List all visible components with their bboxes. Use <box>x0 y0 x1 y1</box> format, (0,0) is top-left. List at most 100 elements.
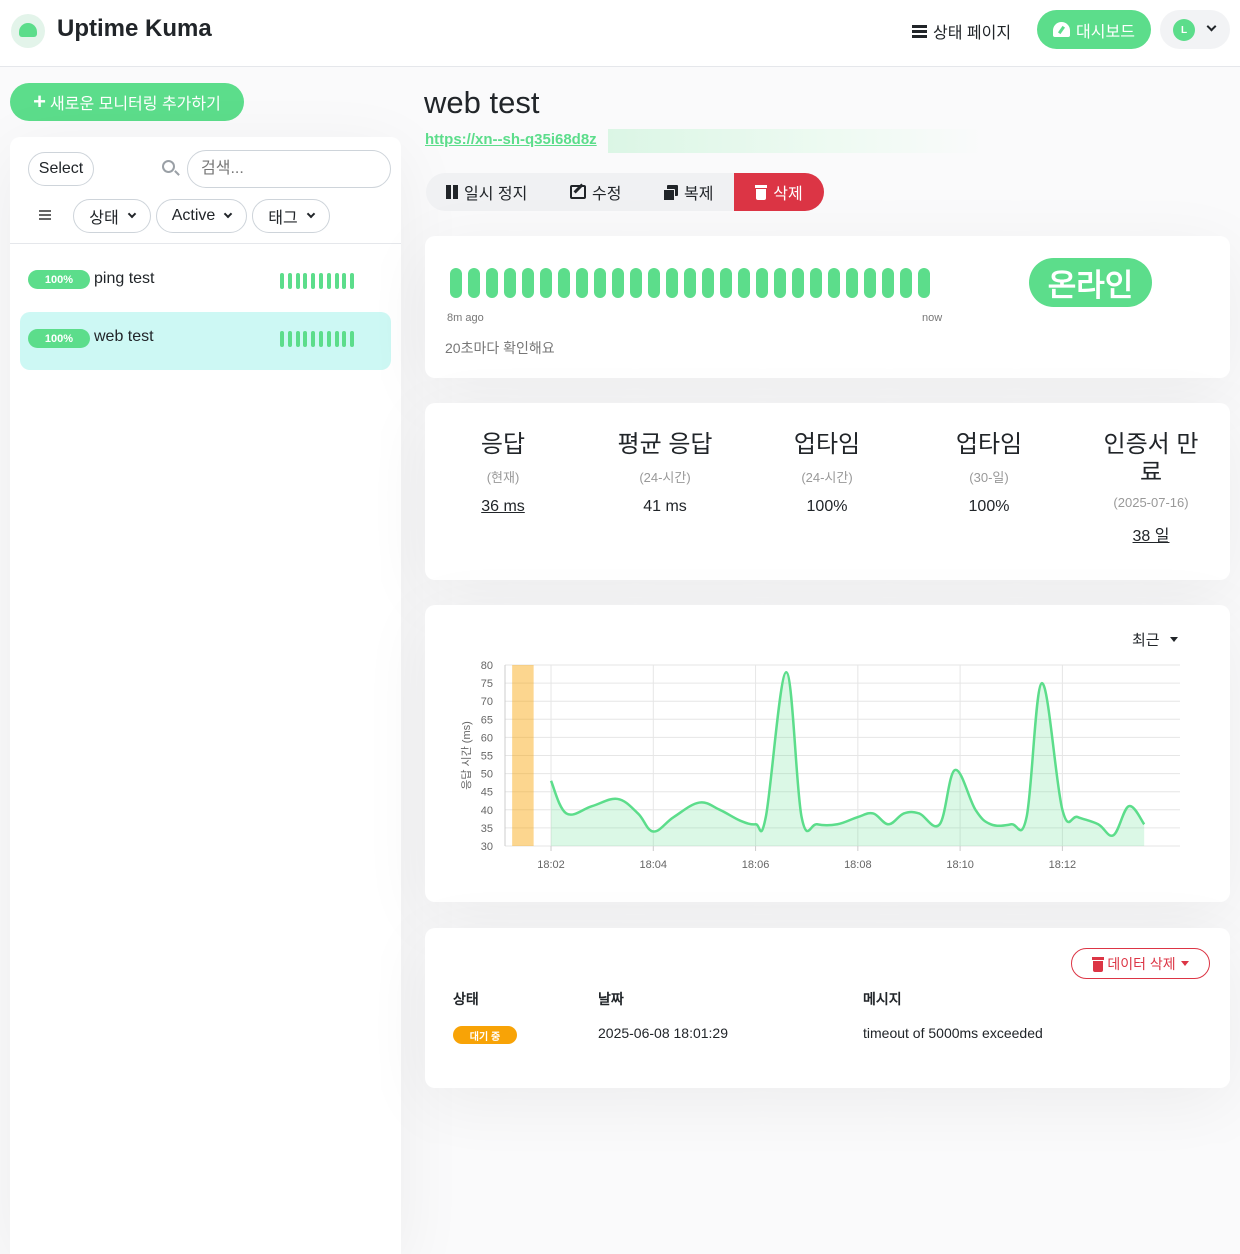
brand-name[interactable]: Uptime Kuma <box>57 15 212 42</box>
stat-value: 100% <box>806 498 848 515</box>
uptime-badge: 100% <box>28 270 90 289</box>
heartbeat-beat[interactable] <box>756 268 768 298</box>
heartbeat-card: 8m ago now 20초마다 확인해요 온라인 <box>425 236 1230 378</box>
delete-data-button[interactable]: 데이터 삭제 <box>1071 948 1210 979</box>
x-tick-label: 18:08 <box>844 859 872 871</box>
search-icon <box>162 160 175 173</box>
x-tick-label: 18:02 <box>537 859 565 871</box>
chevron-down-icon <box>1206 21 1217 32</box>
response-time-line <box>549 670 1146 837</box>
uptime-kuma-logo-icon[interactable] <box>11 14 45 48</box>
add-monitor-label: 새로운 모니터링 추가하기 <box>50 96 221 113</box>
y-tick-label: 75 <box>481 678 493 690</box>
heartbeat-tick <box>287 331 292 347</box>
page-title: web test <box>424 85 540 120</box>
heartbeat-beat[interactable] <box>576 268 588 298</box>
events-card: 데이터 삭제 상태 날짜 메시지 대기 중 2025-06-08 18:01:2… <box>425 928 1230 1088</box>
heartbeat-beat[interactable] <box>612 268 624 298</box>
delete-button[interactable]: 삭제 <box>734 173 824 211</box>
url-highlight <box>608 129 984 153</box>
y-tick-label: 55 <box>481 751 493 763</box>
filter-list-icon[interactable] <box>39 210 51 220</box>
plus-icon: + <box>33 89 47 114</box>
select-button[interactable]: Select <box>28 152 94 186</box>
heartbeat-beat[interactable] <box>504 268 516 298</box>
heartbeat-beat[interactable] <box>828 268 840 298</box>
stat-value-link[interactable]: 36 ms <box>481 498 525 515</box>
event-status-badge: 대기 중 <box>453 1026 517 1044</box>
pause-icon <box>446 185 458 199</box>
dashboard-button[interactable]: 대시보드 <box>1037 10 1151 49</box>
stat-title: 업타임 <box>955 431 1023 458</box>
heartbeat-tick <box>350 331 355 347</box>
heartbeat-beat[interactable] <box>918 268 930 298</box>
heartbeat-beat[interactable] <box>684 268 696 298</box>
heartbeat-tick <box>295 331 300 347</box>
heartbeat-beat[interactable] <box>486 268 498 298</box>
x-tick-label: 18:04 <box>640 859 668 871</box>
stat-title: 평균 응답 <box>617 431 713 458</box>
heartbeat-beat[interactable] <box>630 268 642 298</box>
clone-button[interactable]: 복제 <box>663 173 713 211</box>
heartbeat-tick <box>287 273 292 289</box>
filter-status-dropdown[interactable]: 상태 <box>73 199 151 233</box>
heartbeat-beat[interactable] <box>522 268 534 298</box>
monitor-url-link[interactable]: https://xn--sh-q35i68d8z <box>425 131 597 148</box>
monitor-list-item[interactable]: 100% ping test <box>20 254 391 312</box>
heartbeat-tick <box>342 273 347 289</box>
stat-value: 100% <box>968 498 1010 515</box>
delete-label: 삭제 <box>773 186 803 203</box>
filter-active-dropdown[interactable]: Active <box>156 199 247 233</box>
search-input[interactable] <box>187 150 391 188</box>
stat-avg-response: 평균 응답 (24-시간) 41 ms <box>590 431 740 516</box>
heartbeat-beat[interactable] <box>774 268 786 298</box>
chart-range-dropdown[interactable]: 최근 <box>1132 629 1178 650</box>
heartbeat-beat[interactable] <box>882 268 894 298</box>
status-page-label: 상태 페이지 <box>933 25 1012 42</box>
caret-down-icon <box>1180 961 1189 966</box>
y-tick-label: 35 <box>481 823 493 835</box>
status-page-link[interactable]: 상태 페이지 <box>912 19 1011 43</box>
mini-heartbeat-bar <box>280 331 355 347</box>
heartbeat-beat[interactable] <box>738 268 750 298</box>
stat-value-link[interactable]: 38 일 <box>1132 528 1170 545</box>
heartbeat-tick <box>295 273 300 289</box>
heartbeat-beat[interactable] <box>540 268 552 298</box>
heartbeat-beat[interactable] <box>666 268 678 298</box>
heartbeat-beat[interactable] <box>648 268 660 298</box>
edit-button[interactable]: 수정 <box>570 173 621 211</box>
heartbeat-beat[interactable] <box>468 268 480 298</box>
heartbeat-beat[interactable] <box>702 268 714 298</box>
chart-range-label: 최근 <box>1132 632 1160 649</box>
heartbeat-beat[interactable] <box>558 268 570 298</box>
heartbeat-beat[interactable] <box>594 268 606 298</box>
heartbeat-beat[interactable] <box>720 268 732 298</box>
heartbeat-beat[interactable] <box>792 268 804 298</box>
stat-uptime-30d: 업타임 (30-일) 100% <box>914 431 1064 516</box>
top-header: Uptime Kuma 상태 페이지 대시보드 L <box>0 0 1240 67</box>
monitor-list-item[interactable]: 100% web test <box>20 312 391 370</box>
profile-dropdown[interactable]: L <box>1160 10 1230 49</box>
heartbeat-tick <box>280 331 284 347</box>
stat-value: 41 ms <box>643 498 687 515</box>
heartbeat-beat[interactable] <box>450 268 462 298</box>
filter-tag-dropdown[interactable]: 태그 <box>252 199 330 233</box>
heartbeat-beat[interactable] <box>846 268 858 298</box>
delete-data-label: 데이터 삭제 <box>1107 955 1176 972</box>
x-tick-label: 18:06 <box>742 859 770 871</box>
heartbeat-beat[interactable] <box>900 268 912 298</box>
clone-icon <box>663 184 678 201</box>
mini-heartbeat-bar <box>280 273 355 289</box>
add-monitor-button[interactable]: + 새로운 모니터링 추가하기 <box>10 83 244 121</box>
chevron-down-icon <box>127 209 136 219</box>
stat-subtitle: (24-시간) <box>801 470 853 485</box>
filter-tag-label: 태그 <box>268 210 298 227</box>
pause-button[interactable]: 일시 정지 <box>446 173 527 211</box>
heartbeat-tick <box>303 331 308 347</box>
caret-down-icon <box>1169 637 1178 642</box>
heartbeat-beat[interactable] <box>810 268 822 298</box>
heartbeat-beat[interactable] <box>864 268 876 298</box>
heartbeat-tick <box>326 273 331 289</box>
list-icon <box>912 24 927 38</box>
heartbeat-tick <box>334 273 339 289</box>
